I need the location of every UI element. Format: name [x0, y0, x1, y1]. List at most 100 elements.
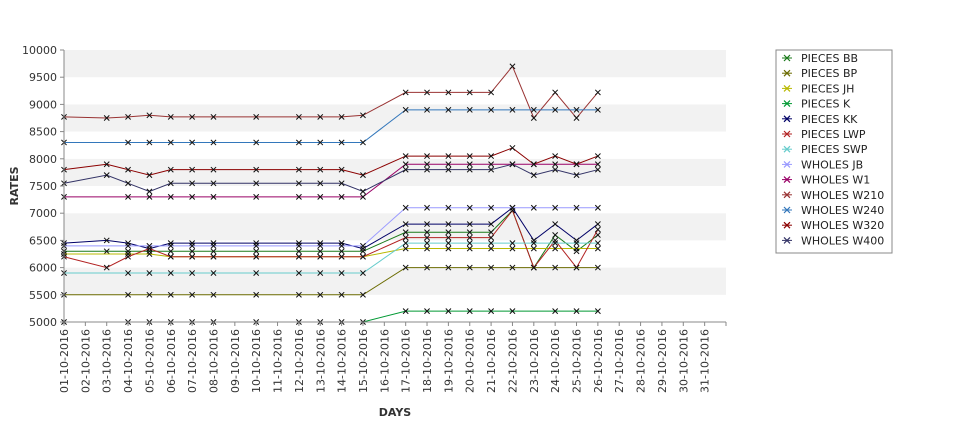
series-wholes-w240: [61, 106, 601, 146]
data-point: [488, 245, 495, 252]
data-point: [125, 139, 132, 146]
data-point: [594, 106, 601, 113]
data-point: [424, 245, 430, 252]
data-point: [338, 193, 345, 200]
data-point: [573, 248, 580, 255]
data-point: [189, 139, 196, 146]
data-point: [466, 221, 473, 228]
data-point: [445, 245, 452, 252]
x-tick-label: 18-10-2016: [421, 329, 434, 393]
data-point: [445, 234, 452, 241]
x-tick-label: 09-10-2016: [229, 329, 242, 393]
data-point: [509, 240, 516, 247]
data-point: [552, 204, 559, 211]
x-tick-label: 02-10-2016: [79, 329, 92, 393]
x-tick-label: 25-10-2016: [571, 329, 584, 393]
y-tick-label: 9500: [29, 71, 57, 84]
data-point: [573, 172, 580, 179]
data-point: [189, 193, 196, 200]
data-point: [295, 113, 302, 120]
data-point: [253, 139, 260, 146]
data-point: [125, 242, 132, 249]
data-point: [360, 291, 366, 298]
series-pieces-swp: [61, 240, 601, 276]
data-point: [466, 153, 473, 160]
data-point: [466, 166, 473, 173]
y-tick-label: 5000: [29, 316, 57, 329]
legend-label: PIECES SWP: [801, 143, 868, 156]
y-tick-label: 7000: [29, 207, 57, 220]
data-point: [360, 245, 366, 252]
data-point: [295, 166, 302, 173]
data-point: [189, 270, 196, 276]
data-point: [594, 226, 601, 233]
x-tick-label: 01-10-2016: [58, 329, 71, 393]
data-point: [210, 291, 217, 298]
data-point: [424, 229, 430, 236]
x-tick-label: 23-10-2016: [528, 329, 541, 393]
data-point: [189, 180, 196, 187]
data-point: [146, 112, 153, 119]
y-tick-label: 8500: [29, 126, 57, 139]
data-point: [253, 193, 260, 200]
legend-box: [775, 49, 893, 254]
series-pieces-lwp: [61, 207, 601, 271]
data-point: [338, 291, 345, 298]
data-point: [253, 180, 260, 187]
data-point: [573, 264, 580, 271]
data-point: [253, 270, 260, 276]
data-point: [530, 245, 537, 252]
data-point: [103, 248, 110, 255]
data-point: [253, 291, 260, 298]
data-point: [125, 193, 132, 200]
data-point: [445, 221, 452, 228]
data-point: [509, 245, 516, 252]
data-point: [253, 248, 260, 255]
legend-label: PIECES BP: [801, 67, 857, 80]
data-point: [317, 139, 324, 146]
data-point: [445, 89, 452, 96]
data-point: [167, 253, 174, 260]
data-point: [210, 193, 217, 200]
data-point: [552, 153, 559, 160]
data-point: [146, 139, 153, 146]
data-point: [466, 264, 473, 271]
data-point: [424, 240, 430, 247]
data-point: [488, 153, 495, 160]
x-tick-label: 14-10-2016: [336, 329, 349, 393]
data-point: [146, 270, 153, 276]
data-point: [317, 166, 324, 173]
data-point: [360, 253, 366, 260]
data-point: [488, 204, 495, 211]
data-point: [167, 242, 174, 249]
grid-band: [64, 50, 726, 78]
data-point: [552, 221, 559, 228]
data-point: [552, 308, 559, 315]
data-point: [402, 240, 409, 247]
data-point: [530, 161, 537, 168]
grid-band: [64, 131, 726, 159]
data-point: [317, 240, 324, 247]
data-point: [253, 166, 260, 173]
data-point: [360, 270, 366, 276]
data-point: [466, 89, 473, 96]
data-point: [103, 161, 110, 168]
data-point: [317, 180, 324, 187]
data-point: [509, 308, 516, 315]
data-point: [552, 106, 559, 113]
data-point: [445, 106, 452, 113]
legend-label: WHOLES JB: [801, 158, 863, 171]
data-point: [146, 251, 153, 257]
data-point: [424, 106, 430, 113]
data-point: [594, 153, 601, 160]
data-point: [210, 113, 217, 120]
data-point: [488, 240, 495, 247]
series-wholes-w400: [61, 161, 601, 195]
data-point: [317, 291, 324, 298]
data-point: [210, 139, 217, 146]
x-tick-label: 21-10-2016: [485, 329, 498, 393]
x-tick-label: 03-10-2016: [101, 329, 114, 393]
data-point: [552, 237, 559, 244]
data-point: [253, 113, 260, 120]
data-point: [466, 106, 473, 113]
